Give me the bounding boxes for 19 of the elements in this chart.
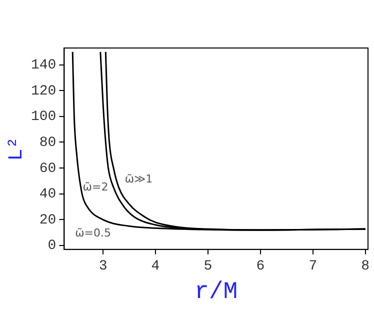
x-tick-label: 7 [308, 258, 318, 275]
x-tick-label: 3 [98, 258, 108, 275]
y-tick-label: 120 [30, 83, 56, 100]
y-tick-label: 60 [39, 160, 56, 177]
x-axis-title: r/M [194, 278, 238, 306]
y-tick-label: 40 [39, 186, 56, 203]
series-label: ω̃≫1 [124, 172, 153, 186]
series-label: ω̃=2 [82, 180, 108, 194]
y-tick-label: 20 [39, 212, 56, 228]
series-label: ω̃=0.5 [75, 226, 111, 240]
x-tick-label: 5 [204, 258, 212, 275]
y-tick-label: 140 [30, 57, 56, 74]
x-tick-label: 6 [256, 258, 265, 275]
x-tick-label: 4 [151, 258, 160, 275]
y-tick-label: 80 [39, 134, 56, 151]
x-tick-label: 8 [361, 258, 370, 275]
y-axis-title: L² [5, 136, 28, 161]
y-tick-label: 100 [30, 109, 56, 126]
y-tick-label: 0 [48, 238, 56, 254]
